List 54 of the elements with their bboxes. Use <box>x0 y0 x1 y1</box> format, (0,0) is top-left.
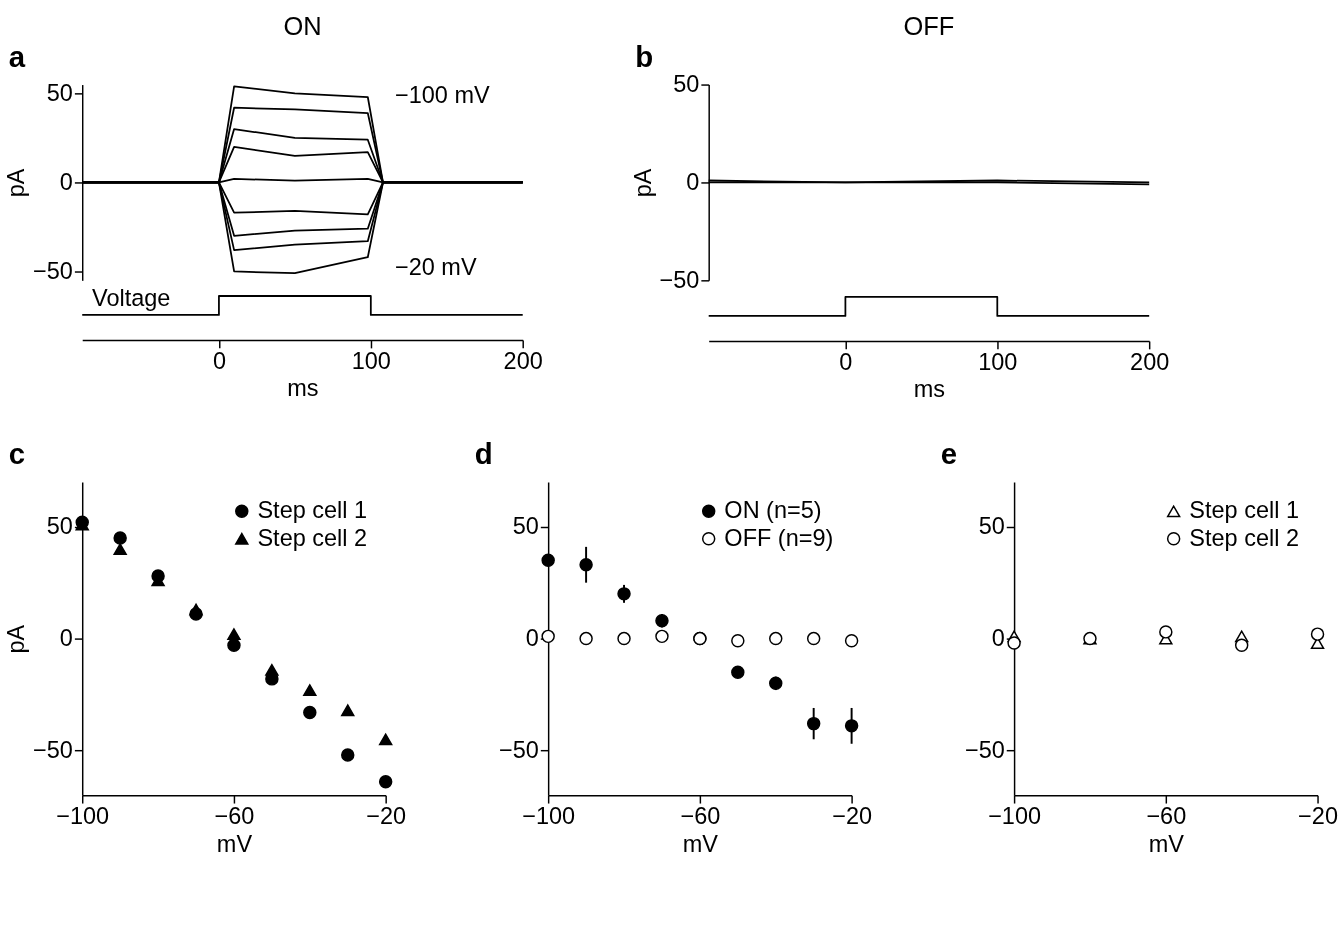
y-tick-label: 50 <box>673 70 700 97</box>
text: e <box>940 437 958 471</box>
y-tick-label: −50 <box>33 257 73 284</box>
x-tick-label: −60 <box>1146 803 1187 830</box>
text: d <box>474 437 493 471</box>
legend-label: OFF (n=9) <box>724 524 834 551</box>
text: c <box>8 437 26 471</box>
legend-label: Step cell 1 <box>1189 497 1299 524</box>
x-axis-title: mV <box>682 830 719 857</box>
x-tick-label: 200 <box>503 347 543 374</box>
annotation: −100 mV <box>394 82 490 109</box>
y-tick-label: 0 <box>59 624 73 651</box>
x-tick-label: −20 <box>366 803 407 830</box>
y-tick-label: −50 <box>964 736 1005 763</box>
x-tick-label: 0 <box>212 347 226 374</box>
y-tick-label: 50 <box>46 79 73 106</box>
x-axis-title: mV <box>1148 830 1185 857</box>
x-axis-title: ms <box>287 375 319 402</box>
x-tick-label: −60 <box>214 803 255 830</box>
x-tick-label: −20 <box>832 803 873 830</box>
x-tick-label: 200 <box>1130 348 1170 375</box>
x-tick-label: 100 <box>351 347 391 374</box>
x-tick-label: −60 <box>680 803 721 830</box>
y-tick-label: 0 <box>525 624 539 651</box>
y-tick-label: 0 <box>686 168 700 195</box>
x-tick-label: −100 <box>988 803 1042 830</box>
x-tick-label: 100 <box>978 348 1018 375</box>
y-tick-label: 50 <box>512 513 539 540</box>
y-tick-label: 50 <box>46 513 73 540</box>
y-tick-label: −50 <box>33 736 73 763</box>
y-tick-label: −50 <box>499 736 539 763</box>
x-tick-label: −100 <box>522 803 576 830</box>
y-axis-title: pA <box>3 624 30 654</box>
legend-label: Step cell 2 <box>1189 524 1299 551</box>
x-axis-title: mV <box>216 830 253 857</box>
legend-label: Step cell 2 <box>257 524 368 551</box>
legend-label: Step cell 1 <box>257 497 368 524</box>
y-axis-title: pA <box>629 168 656 198</box>
chart-title: OFF <box>903 11 955 40</box>
annotation: −20 mV <box>394 254 477 281</box>
y-tick-label: 50 <box>978 513 1005 540</box>
x-tick-label: −20 <box>1298 803 1338 830</box>
x-tick-label: 0 <box>839 348 853 375</box>
chart-title: ON <box>283 11 322 40</box>
y-tick-label: −50 <box>659 266 700 293</box>
series-label: Voltage <box>92 285 171 312</box>
x-tick-label: −100 <box>56 803 110 830</box>
y-tick-label: 0 <box>991 624 1005 651</box>
text: a <box>8 39 26 73</box>
legend-label: ON (n=5) <box>724 497 822 524</box>
x-axis-title: ms <box>913 376 946 403</box>
y-axis-title: pA <box>3 168 30 198</box>
text: b <box>635 39 654 73</box>
y-tick-label: 0 <box>59 168 73 195</box>
